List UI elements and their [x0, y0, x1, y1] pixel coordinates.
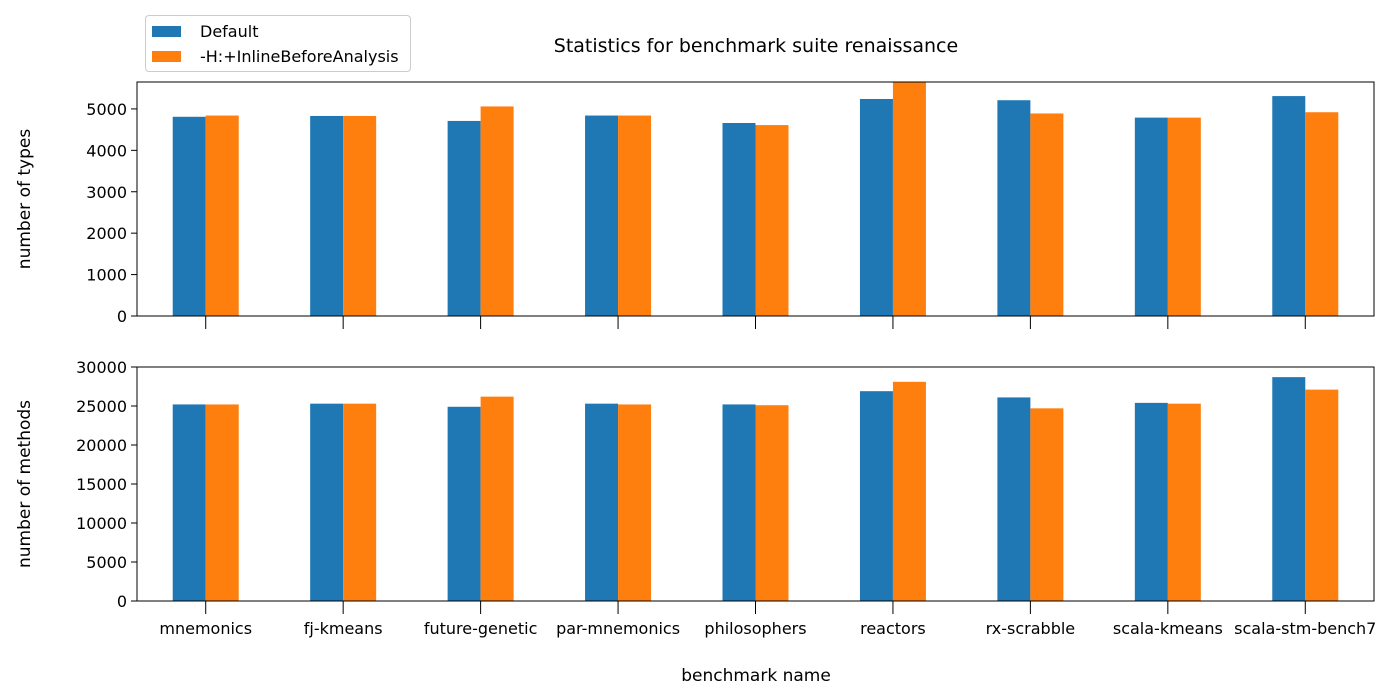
x-tick-label-reactors: reactors	[860, 619, 926, 638]
bar-methods-default-reactors	[859, 391, 893, 601]
legend-item-default: Default	[152, 21, 258, 41]
x-tick-label-rx-scrabble: rx-scrabble	[986, 619, 1076, 638]
bar-types-inline-scala-kmeans	[1167, 117, 1201, 316]
bar-methods-default-future-genetic	[447, 406, 481, 601]
bar-types-inline-rx-scrabble	[1030, 113, 1064, 316]
bar-types-default-mnemonics	[172, 116, 206, 316]
bar-types-default-scala-kmeans	[1134, 117, 1168, 316]
y-tick-label: 2000	[86, 224, 127, 243]
bar-methods-default-scala-stm-bench7	[1272, 377, 1306, 601]
y-tick-label: 30000	[76, 358, 127, 377]
legend-swatch-inline	[152, 50, 181, 62]
x-axis-label: benchmark name	[681, 666, 831, 686]
x-tick-label-philosophers: philosophers	[704, 619, 806, 638]
bar-methods-inline-rx-scrabble	[1030, 408, 1064, 601]
bar-methods-inline-par-mnemonics	[618, 404, 652, 601]
bar-types-default-philosophers	[722, 123, 756, 316]
x-tick-label-par-mnemonics: par-mnemonics	[556, 619, 680, 638]
y-axis-label: number of methods	[15, 400, 35, 568]
chart-title: Statistics for benchmark suite renaissan…	[554, 35, 958, 57]
y-axis-label: number of types	[15, 129, 35, 270]
bar-types-default-future-genetic	[447, 120, 481, 317]
y-tick-label: 0	[117, 592, 127, 611]
x-tick-label-future-genetic: future-genetic	[424, 619, 538, 638]
bar-methods-default-philosophers	[722, 404, 756, 601]
bar-types-inline-mnemonics	[205, 115, 239, 316]
bar-methods-inline-fj-kmeans	[343, 403, 377, 601]
bar-types-inline-par-mnemonics	[618, 115, 652, 316]
bar-types-inline-fj-kmeans	[343, 115, 377, 316]
legend-label-inline: -H:+InlineBeforeAnalysis	[200, 46, 399, 66]
legend-item-inline: -H:+InlineBeforeAnalysis	[152, 46, 399, 66]
bar-types-inline-philosophers	[755, 125, 789, 316]
bar-methods-default-rx-scrabble	[997, 397, 1031, 601]
y-tick-label: 4000	[86, 141, 127, 160]
bar-types-default-scala-stm-bench7	[1272, 96, 1306, 316]
x-tick-label-scala-stm-bench7: scala-stm-bench7	[1234, 619, 1376, 638]
methods-panel: 0 5000 10000 15000 20000 25000 30000 number of …	[15, 358, 1376, 638]
bar-types-inline-reactors	[892, 82, 926, 317]
bar-types-default-fj-kmeans	[310, 115, 344, 316]
y-tick-label: 5000	[86, 553, 127, 572]
y-tick-label: 25000	[76, 397, 127, 416]
bar-methods-inline-mnemonics	[205, 404, 239, 601]
bar-methods-inline-reactors	[892, 381, 926, 601]
bar-methods-inline-scala-stm-bench7	[1305, 389, 1339, 601]
types-panel: 0 1000 2000 3000 4000 5000 number of types	[15, 81, 1375, 329]
bar-methods-inline-scala-kmeans	[1167, 403, 1201, 601]
bar-types-default-rx-scrabble	[997, 100, 1031, 316]
bar-methods-default-mnemonics	[172, 404, 206, 601]
bar-methods-default-scala-kmeans	[1134, 402, 1168, 601]
bar-methods-default-par-mnemonics	[585, 403, 619, 601]
x-tick-label-scala-kmeans: scala-kmeans	[1113, 619, 1223, 638]
y-tick-label: 1000	[86, 266, 127, 285]
y-tick-label: 3000	[86, 183, 127, 202]
bar-methods-inline-future-genetic	[480, 396, 514, 601]
y-tick-label: 5000	[86, 100, 127, 119]
bar-types-inline-scala-stm-bench7	[1305, 112, 1339, 316]
x-tick-label-mnemonics: mnemonics	[159, 619, 252, 638]
y-tick-label: 0	[117, 307, 127, 326]
y-tick-label: 15000	[76, 475, 127, 494]
y-tick-label: 10000	[76, 514, 127, 533]
legend-label-default: Default	[200, 21, 259, 41]
legend-swatch-default	[152, 25, 181, 37]
bar-types-default-par-mnemonics	[585, 115, 619, 316]
legend: Default -H:+InlineBeforeAnalysis	[145, 15, 411, 72]
x-tick-label-fj-kmeans: fj-kmeans	[304, 619, 383, 638]
y-tick-label: 20000	[76, 436, 127, 455]
bar-types-inline-future-genetic	[480, 106, 514, 317]
bar-methods-default-fj-kmeans	[310, 403, 344, 601]
bar-types-default-reactors	[859, 98, 893, 316]
bar-methods-inline-philosophers	[755, 405, 789, 601]
